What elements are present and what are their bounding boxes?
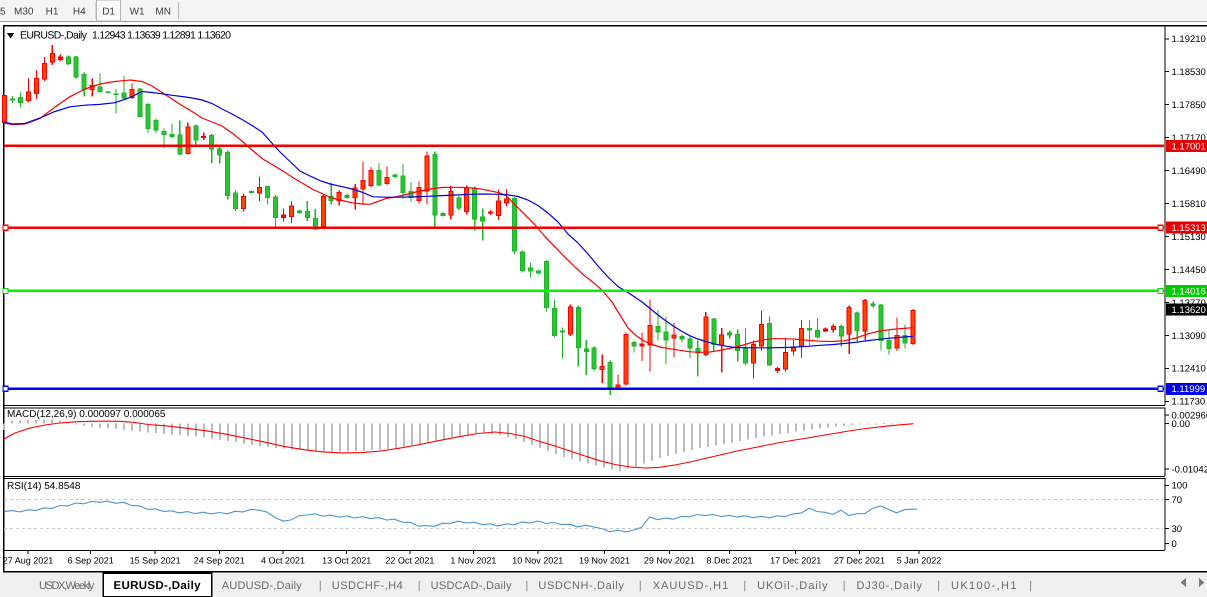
svg-text:24 Sep 2021: 24 Sep 2021 — [194, 556, 245, 566]
svg-text:5 Jan 2022: 5 Jan 2022 — [897, 556, 942, 566]
svg-text:15 Sep 2021: 15 Sep 2021 — [130, 556, 181, 566]
svg-text:0.00: 0.00 — [1172, 419, 1191, 430]
svg-text:USDCHF-,H4: USDCHF-,H4 — [332, 580, 403, 592]
svg-text:1.15130: 1.15130 — [1172, 232, 1206, 243]
svg-text:W1: W1 — [130, 7, 145, 18]
svg-text:0: 0 — [1172, 539, 1177, 550]
svg-text:29 Nov 2021: 29 Nov 2021 — [644, 556, 695, 566]
svg-text:|: | — [418, 580, 421, 592]
svg-text:USDCNH-,Daily: USDCNH-,Daily — [538, 580, 624, 592]
svg-text:5: 5 — [0, 7, 6, 18]
svg-text:1.11999: 1.11999 — [1172, 384, 1206, 395]
svg-text:AUDUSD-,Daily: AUDUSD-,Daily — [222, 580, 302, 592]
svg-text:30: 30 — [1172, 524, 1183, 535]
svg-text:4 Oct 2021: 4 Oct 2021 — [261, 556, 305, 566]
svg-text:70: 70 — [1172, 495, 1183, 506]
svg-text:1.13770: 1.13770 — [1172, 298, 1206, 309]
svg-text:1.12943 1.13639 1.12891 1.1362: 1.12943 1.13639 1.12891 1.13620 — [92, 29, 231, 41]
svg-text:USDCAD-,Daily: USDCAD-,Daily — [431, 580, 512, 592]
svg-text:13 Oct 2021: 13 Oct 2021 — [322, 556, 371, 566]
svg-text:1.19210: 1.19210 — [1172, 34, 1206, 45]
svg-text:|: | — [937, 580, 940, 592]
svg-text:MN: MN — [155, 7, 171, 18]
svg-text:EURUSD-,Daily: EURUSD-,Daily — [20, 29, 88, 41]
svg-text:1.13090: 1.13090 — [1172, 331, 1206, 342]
svg-text:|: | — [639, 580, 642, 592]
svg-text:1.11730: 1.11730 — [1172, 397, 1206, 408]
svg-text:|: | — [1029, 580, 1032, 592]
svg-text:|: | — [743, 580, 746, 592]
svg-text:0.002966: 0.002966 — [1172, 410, 1207, 421]
svg-text:M30: M30 — [14, 7, 34, 18]
svg-text:10 Nov 2021: 10 Nov 2021 — [512, 556, 563, 566]
svg-text:|: | — [319, 580, 322, 592]
svg-text:H1: H1 — [46, 7, 59, 18]
svg-text:17 Dec 2021: 17 Dec 2021 — [770, 556, 821, 566]
svg-text:-0.010422: -0.010422 — [1172, 464, 1207, 475]
svg-text:H4: H4 — [73, 7, 86, 18]
svg-text:1.17170: 1.17170 — [1172, 133, 1206, 144]
svg-text:8 Dec 2021: 8 Dec 2021 — [706, 556, 752, 566]
svg-text:1.18530: 1.18530 — [1172, 67, 1206, 78]
svg-text:DJ30-,Daily: DJ30-,Daily — [857, 580, 923, 592]
svg-text:|: | — [525, 580, 528, 592]
svg-text:1.14450: 1.14450 — [1172, 265, 1206, 276]
svg-text:27 Aug 2021: 27 Aug 2021 — [3, 556, 54, 566]
svg-text:MACD(12,26,9) 0.000097 0.00006: MACD(12,26,9) 0.000097 0.000065 — [7, 409, 166, 420]
svg-text:EURUSD-,Daily: EURUSD-,Daily — [114, 580, 202, 592]
svg-text:1.15313: 1.15313 — [1172, 223, 1206, 234]
svg-text:RSI(14) 54.8548: RSI(14) 54.8548 — [7, 481, 81, 492]
svg-text:100: 100 — [1172, 481, 1188, 492]
svg-text:1.17001: 1.17001 — [1172, 141, 1206, 152]
svg-text:6 Sep 2021: 6 Sep 2021 — [68, 556, 114, 566]
svg-text:1.12410: 1.12410 — [1172, 364, 1206, 375]
svg-text:D1: D1 — [102, 7, 115, 18]
svg-text:1 Nov 2021: 1 Nov 2021 — [450, 556, 496, 566]
svg-text:1.16490: 1.16490 — [1172, 166, 1206, 177]
svg-text:XAUUSD-,H1: XAUUSD-,H1 — [653, 580, 729, 592]
svg-text:1.13620: 1.13620 — [1172, 305, 1206, 316]
svg-text:UKOil-,Daily: UKOil-,Daily — [757, 580, 828, 592]
svg-text:1.17850: 1.17850 — [1172, 100, 1206, 111]
svg-text:|: | — [843, 580, 846, 592]
svg-text:1.14016: 1.14016 — [1172, 286, 1206, 297]
svg-text:UK100-,H1: UK100-,H1 — [951, 580, 1017, 592]
svg-text:27 Dec 2021: 27 Dec 2021 — [834, 556, 885, 566]
svg-text:USDX,Weekly: USDX,Weekly — [39, 580, 95, 592]
svg-text:22 Oct 2021: 22 Oct 2021 — [385, 556, 434, 566]
svg-text:19 Nov 2021: 19 Nov 2021 — [579, 556, 630, 566]
svg-text:1.15810: 1.15810 — [1172, 199, 1206, 210]
